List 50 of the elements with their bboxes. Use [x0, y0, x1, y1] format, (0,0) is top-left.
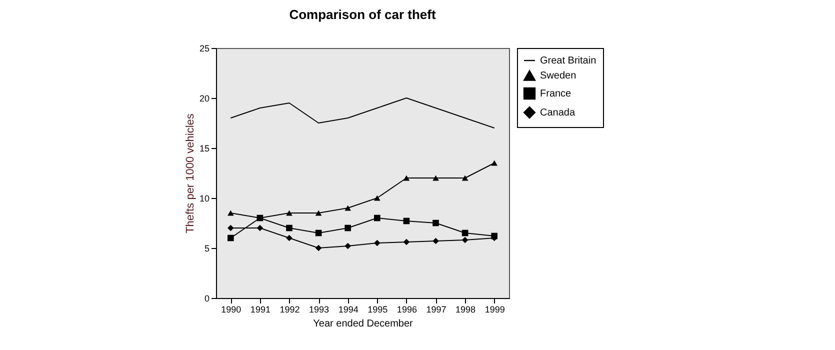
- point: [315, 230, 322, 236]
- y-tick-label: 15: [199, 144, 210, 154]
- point: [344, 224, 352, 232]
- point: [315, 244, 322, 252]
- point: [462, 230, 468, 236]
- point: [315, 210, 322, 216]
- point: [403, 218, 410, 224]
- y-tick-label: 5: [204, 244, 210, 254]
- point: [227, 234, 234, 242]
- x-tick-label: 1994: [338, 304, 358, 314]
- point: [344, 242, 352, 250]
- point: [374, 240, 380, 246]
- x-tick-label: 1993: [309, 304, 330, 314]
- legend-label: France: [540, 88, 572, 100]
- legend-label: Great Britain: [540, 56, 596, 66]
- point: [462, 236, 468, 244]
- x-axis-title: Year ended December: [313, 318, 414, 330]
- point: [286, 224, 292, 232]
- point: [374, 195, 380, 201]
- y-tick-label: 0: [204, 294, 210, 304]
- point: [462, 175, 468, 181]
- x-tick-label: 1997: [426, 304, 446, 314]
- x-tick-label: 1996: [396, 304, 417, 314]
- x-tick-label: 1992: [280, 304, 300, 314]
- point: [227, 224, 234, 232]
- x-tick-label: 1995: [368, 304, 388, 314]
- point: [344, 205, 352, 211]
- y-tick-label: 10: [199, 194, 210, 204]
- point: [432, 220, 439, 226]
- point: [286, 210, 292, 216]
- line-series: [230, 98, 495, 128]
- chart-title: Comparison of car theft: [289, 7, 436, 22]
- legend-label: Canada: [540, 108, 576, 118]
- point: [403, 175, 410, 181]
- y-tick-label: 25: [199, 44, 210, 54]
- point: [256, 224, 264, 232]
- x-tick-label: 1991: [250, 304, 270, 314]
- point: [286, 234, 292, 242]
- point: [227, 210, 234, 216]
- point: [374, 214, 380, 222]
- point: [403, 238, 410, 246]
- legend-label: Sweden: [540, 70, 576, 82]
- x-tick-label: 1998: [456, 304, 476, 314]
- x-tick-label: 1990: [221, 304, 242, 314]
- point: [432, 175, 439, 181]
- point: [491, 160, 498, 166]
- x-tick-label: 1999: [484, 304, 505, 314]
- point: [432, 238, 439, 244]
- y-axis-title: Thefts per 1000 vehicles: [184, 113, 196, 234]
- y-tick-label: 20: [199, 94, 210, 104]
